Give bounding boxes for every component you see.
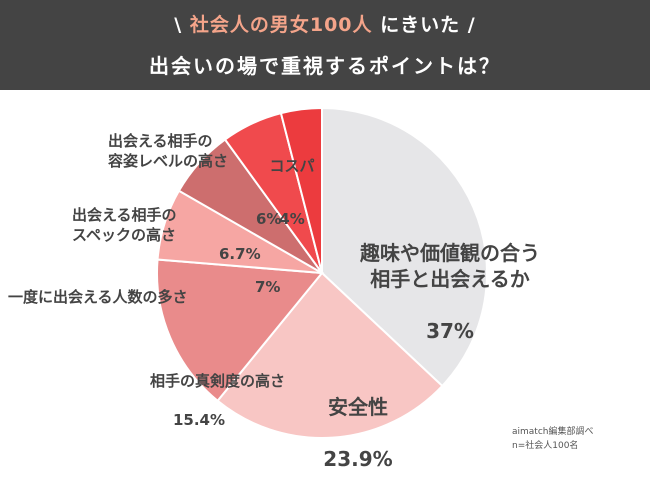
slice-label-0: 趣味や価値観の合う 相手と出会えるか 37% <box>340 214 560 370</box>
pie-chart <box>156 106 488 439</box>
slice-name-3: 一度に出会える人数の多さ <box>8 288 188 306</box>
slice-name-2: 相手の真剣度の高さ <box>149 371 285 390</box>
header-subtitle: 出会いの場で重視するポイントは？ <box>149 54 501 78</box>
slice-value-0: 37% <box>426 319 474 343</box>
slice-name-1: 安全性 <box>328 395 388 419</box>
slice-label-2: 相手の真剣度の高さ 15.4% <box>105 352 285 450</box>
slice-value-5: 6% <box>256 210 282 228</box>
source-credit: aimatch編集部調べ n=社会人100名 <box>512 426 593 453</box>
header-slash: \ <box>174 14 183 36</box>
credit-sample: n=社会人100名 <box>512 440 579 451</box>
slice-name-5: 出会える相手の 容姿レベルの高さ <box>108 132 229 170</box>
slice-label-1: 安全性 23.9% <box>318 368 398 498</box>
pie-slice-0 <box>321 106 488 388</box>
header-title-rest: にきいた / <box>380 14 476 36</box>
slice-value-4: 6.7% <box>219 245 261 263</box>
slice-label-6: コスパ 4% <box>262 137 322 249</box>
header-title-accent: 社会人の男女100人 <box>189 14 373 36</box>
credit-source: aimatch編集部調べ <box>512 427 594 437</box>
pie-slice-6 <box>279 106 323 274</box>
slice-name-0: 趣味や価値観の合う 相手と出会えるか <box>360 241 540 291</box>
slice-value-3: 7% <box>255 278 281 296</box>
slice-value-2: 15.4% <box>172 410 225 429</box>
slice-name-4: 出会える相手の スペックの高さ <box>72 206 177 244</box>
pie-slice-1 <box>216 271 444 439</box>
header-banner: \ 社会人の男女100人 にきいた / 出会いの場で重視するポイントは？ <box>0 0 650 90</box>
slice-value-6: 4% <box>279 209 305 228</box>
slice-value-1: 23.9% <box>323 447 393 471</box>
slice-name-6: コスパ <box>269 156 315 175</box>
pie-slice-2 <box>156 258 324 403</box>
header-title: \ 社会人の男女100人 にきいた / <box>0 10 650 37</box>
